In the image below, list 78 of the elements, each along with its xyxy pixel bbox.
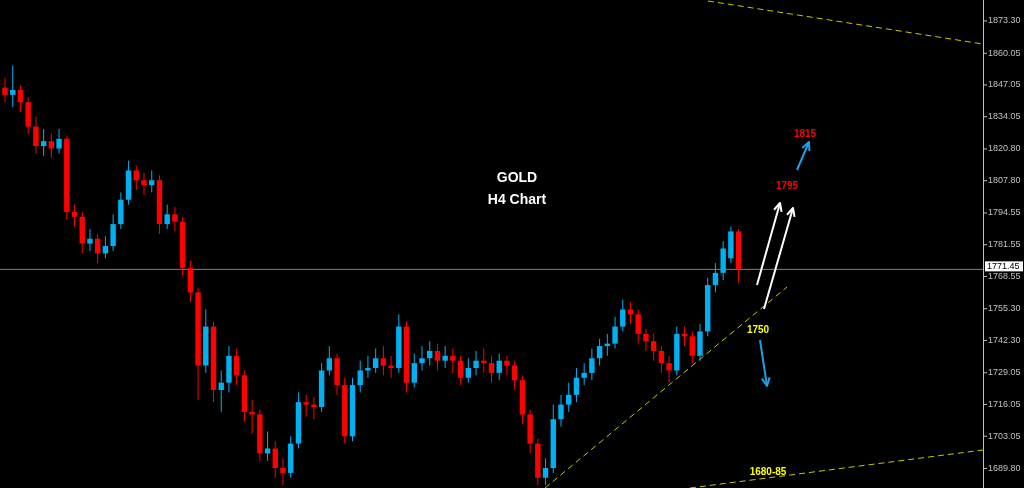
candlestick (149, 169, 155, 193)
candlestick (566, 382, 572, 413)
candlestick (141, 172, 147, 196)
candlestick (326, 345, 333, 376)
candlestick (33, 116, 39, 154)
candlestick (558, 394, 564, 428)
y-tick-label: 1781.55 (988, 239, 1021, 250)
annotation: 1750 (746, 323, 770, 335)
candlestick (10, 65, 16, 108)
candlestick (596, 338, 603, 367)
candlestick (666, 355, 672, 384)
candlestick (71, 204, 78, 228)
candlestick (56, 128, 62, 154)
y-tick-label: 1716.05 (988, 398, 1021, 409)
text: GOLD (496, 169, 538, 185)
text: H4 Chart (487, 191, 547, 207)
y-tick-label: 1729.05 (988, 367, 1021, 378)
candlestick (357, 360, 363, 393)
candlestick (635, 308, 641, 345)
y-tick-label: 1834.05 (988, 111, 1021, 122)
candlestick (658, 345, 665, 374)
y-tick-label: 1703.05 (988, 430, 1021, 441)
y-tick-label: 1873.30 (988, 15, 1021, 26)
candlestick (48, 133, 55, 159)
candlestick (496, 352, 502, 381)
candlestick (573, 367, 580, 403)
candlestick (303, 394, 309, 418)
candlestick (372, 348, 379, 374)
candlestick (172, 206, 178, 232)
y-tick-label: 1847.05 (988, 79, 1021, 90)
candlestick (712, 262, 719, 293)
candlestick (388, 355, 394, 379)
candlestick (249, 399, 255, 435)
candlestick (133, 165, 139, 191)
candlestick (164, 204, 170, 230)
candlestick (419, 345, 425, 371)
candlestick (280, 457, 286, 486)
y-tick-label: 1755.30 (988, 303, 1021, 314)
candlestick (365, 355, 371, 379)
candlestick (110, 213, 116, 252)
y-tick-label: 1768.55 (988, 270, 1021, 281)
candlestick (612, 316, 618, 349)
candlestick (465, 357, 472, 384)
candlestick (87, 228, 93, 252)
ref-line-label: 1771.45 (987, 260, 1020, 271)
candlestick (620, 299, 626, 332)
candlestick (311, 396, 317, 420)
candlestick (488, 355, 495, 384)
candlestick (233, 348, 240, 386)
candlestick (2, 77, 8, 103)
candlestick (457, 355, 464, 386)
candlestick (627, 301, 634, 325)
y-tick-label: 1742.30 (988, 334, 1021, 345)
candlestick (581, 362, 587, 386)
candlestick (272, 440, 278, 479)
candlestick (650, 333, 657, 362)
candlestick (473, 350, 479, 376)
y-tick-label: 1689.80 (988, 462, 1021, 473)
candlestick (40, 128, 47, 157)
y-tick-label: 1820.80 (988, 143, 1021, 154)
candlestick (264, 430, 271, 462)
candlestick (380, 345, 387, 376)
candlestick (689, 330, 695, 364)
candlestick (643, 328, 649, 352)
y-tick-label: 1807.80 (988, 175, 1021, 186)
candlestick (542, 457, 549, 486)
candlestick (442, 345, 448, 369)
y-tick-label: 1794.55 (988, 207, 1021, 218)
candlestick (504, 355, 510, 376)
candlestick (17, 84, 24, 113)
candlestick (450, 348, 456, 374)
annotation: 1815 (793, 127, 817, 139)
annotation: 1795 (775, 179, 799, 191)
y-tick-label: 1860.05 (988, 47, 1021, 58)
candlestick (411, 352, 417, 389)
candlestick (434, 343, 441, 371)
candlestick (589, 348, 595, 381)
annotation: 1680-85 (749, 465, 787, 477)
